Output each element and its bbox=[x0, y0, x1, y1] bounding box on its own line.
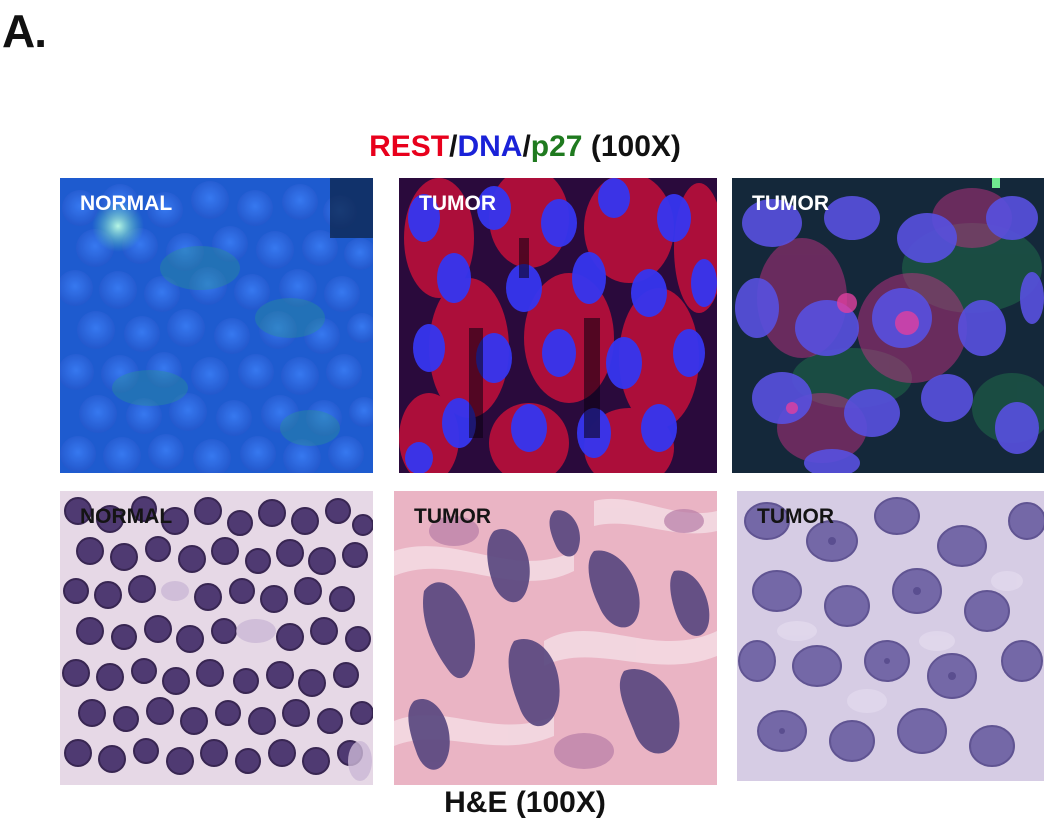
title-separator-1: / bbox=[449, 130, 458, 163]
title-magnification: (100X) bbox=[582, 130, 681, 163]
he-normal-label: NORMAL bbox=[80, 505, 173, 528]
title-separator-2: / bbox=[522, 130, 531, 163]
panel-letter: A. bbox=[2, 5, 47, 57]
bottom-title: H&E (100X) bbox=[444, 786, 606, 819]
if-normal-tile: NORMAL bbox=[60, 178, 373, 473]
he-tumor-1-label: TUMOR bbox=[414, 505, 491, 528]
if-normal-micrograph bbox=[60, 178, 373, 473]
he-normal-micrograph bbox=[60, 491, 373, 785]
title-dna: DNA bbox=[457, 130, 523, 163]
he-tumor-2-label: TUMOR bbox=[757, 505, 834, 528]
title-p27: p27 bbox=[530, 130, 583, 163]
if-tumor-2-tile: TUMOR bbox=[732, 178, 1044, 473]
top-title: REST/DNA/p27 (100X) bbox=[0, 130, 1050, 164]
if-tumor-1-micrograph bbox=[399, 178, 717, 473]
if-normal-label: NORMAL bbox=[80, 192, 173, 215]
if-tumor-1-label: TUMOR bbox=[419, 192, 496, 215]
he-tumor-1-micrograph bbox=[394, 491, 717, 785]
he-tumor-2-tile: TUMOR bbox=[737, 491, 1044, 781]
if-tumor-2-label: TUMOR bbox=[752, 192, 829, 215]
if-tumor-2-micrograph bbox=[732, 178, 1044, 473]
he-normal-tile: NORMAL bbox=[60, 491, 373, 785]
he-tumor-2-micrograph bbox=[737, 491, 1044, 781]
he-tumor-1-tile: TUMOR bbox=[394, 491, 717, 785]
title-rest: REST bbox=[369, 130, 450, 163]
if-tumor-1-tile: TUMOR bbox=[399, 178, 717, 473]
